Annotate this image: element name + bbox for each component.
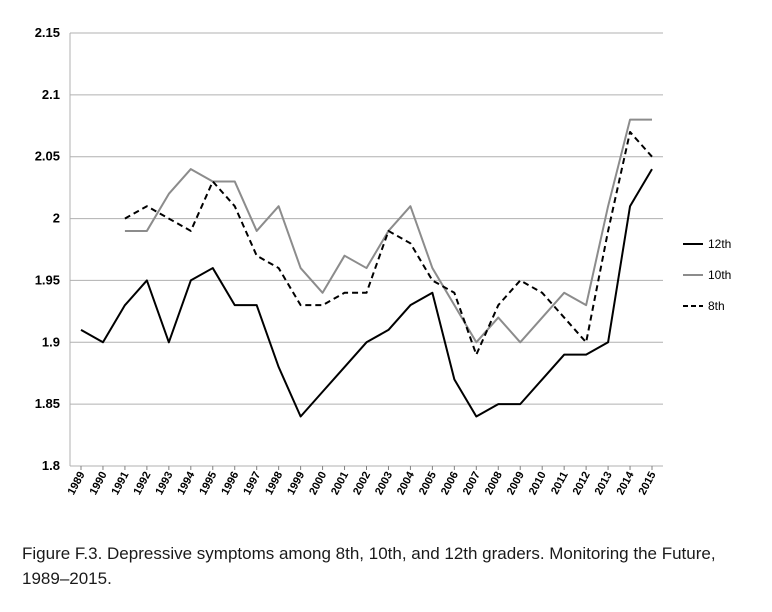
y-tick-label: 2.1 xyxy=(42,87,60,102)
x-tick-label: 2013 xyxy=(593,470,615,497)
x-tick-label: 2002 xyxy=(351,470,373,497)
x-tick-label: 1990 xyxy=(88,470,110,497)
x-tick-label: 1997 xyxy=(241,470,263,497)
x-tick-label: 2015 xyxy=(637,470,659,497)
x-tick-label: 1991 xyxy=(109,470,131,497)
y-tick-label: 1.9 xyxy=(42,334,60,349)
y-tick-label: 2.15 xyxy=(35,25,60,40)
x-tick-label: 2004 xyxy=(395,469,417,497)
x-tick-label: 1994 xyxy=(175,469,197,497)
y-tick-label: 1.8 xyxy=(42,458,60,473)
series-line-12th xyxy=(80,168,653,418)
x-tick-label: 2010 xyxy=(527,470,549,497)
x-axis-ticks: 1989 1990 1991 1992 1993 1994 1995 1996 1997 1998… xyxy=(66,466,659,497)
x-tick-label: 1998 xyxy=(263,470,285,497)
series-line-8th xyxy=(124,130,653,356)
y-tick-label: 2.05 xyxy=(35,149,60,164)
x-tick-label: 2007 xyxy=(461,470,483,497)
y-tick-label: 1.95 xyxy=(35,272,60,287)
x-tick-label: 1999 xyxy=(285,470,307,497)
figure-caption: Figure F.3. Depressive symptoms among 8t… xyxy=(22,544,716,588)
x-tick-label: 1993 xyxy=(153,470,175,497)
x-tick-label: 1995 xyxy=(197,470,219,497)
gridlines xyxy=(70,32,663,467)
x-tick-label: 2005 xyxy=(417,470,439,497)
series-lines xyxy=(80,118,653,418)
x-tick-label: 2001 xyxy=(329,470,351,497)
x-tick-label: 2000 xyxy=(307,470,329,497)
x-tick-label: 1992 xyxy=(131,470,153,497)
x-tick-label: 2011 xyxy=(549,470,571,497)
legend-label: 8th xyxy=(708,299,725,313)
legend: 12th 10th 8th xyxy=(683,237,731,313)
legend-label: 10th xyxy=(708,268,731,282)
x-tick-label: 2003 xyxy=(373,470,395,497)
y-tick-label: 1.85 xyxy=(35,396,60,411)
x-tick-label: 2008 xyxy=(483,470,505,497)
x-tick-label: 2009 xyxy=(505,470,527,497)
legend-label: 12th xyxy=(708,237,731,251)
x-tick-label: 2006 xyxy=(439,470,461,497)
x-tick-label: 2014 xyxy=(615,469,637,497)
y-axis-ticks: 1.8 1.85 1.9 1.95 2 2.05 2.1 2.15 xyxy=(35,25,60,473)
x-tick-label: 1989 xyxy=(66,470,88,497)
x-tick-label: 1996 xyxy=(219,470,241,497)
y-tick-label: 2 xyxy=(53,211,60,226)
x-tick-label: 2012 xyxy=(571,470,593,497)
